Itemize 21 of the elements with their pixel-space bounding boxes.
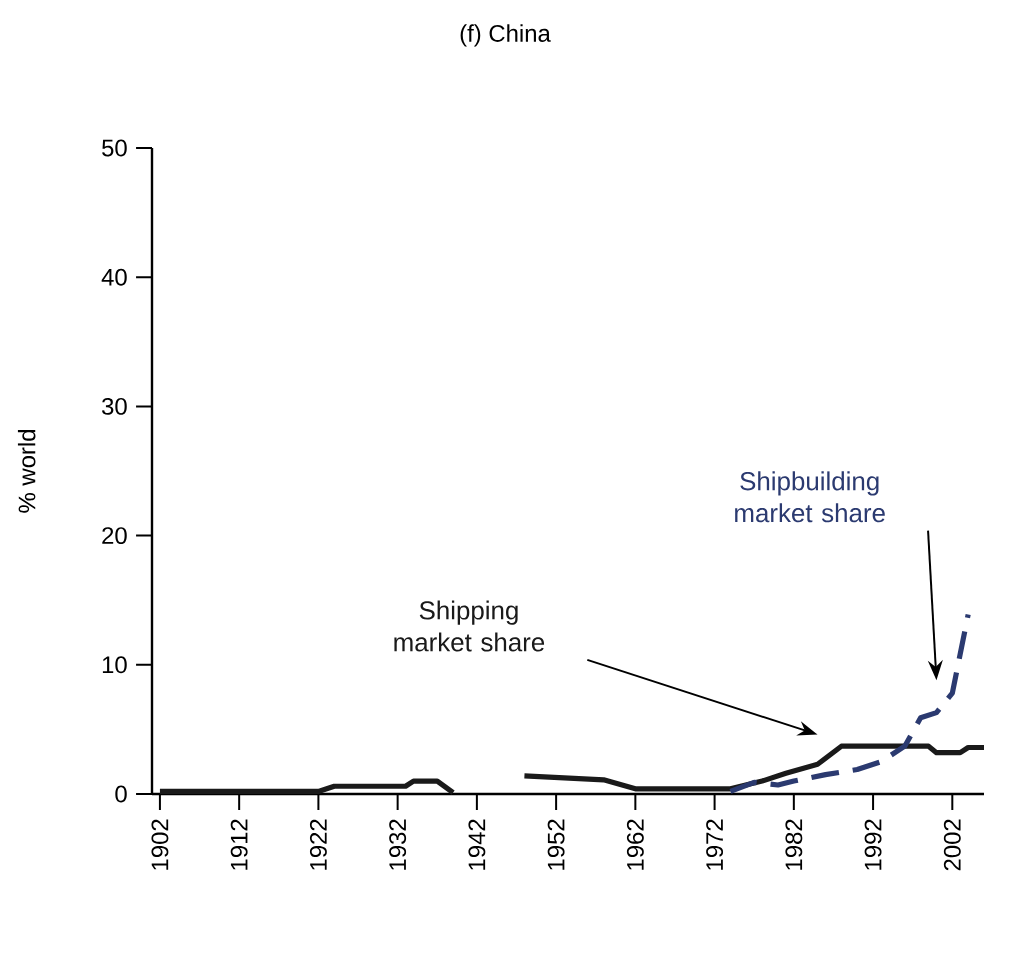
x-tick-label: 1982 xyxy=(785,819,803,870)
y-tick-label: 20 xyxy=(102,527,127,545)
x-tick-label: 1912 xyxy=(230,819,248,870)
x-tick-label: 1992 xyxy=(864,819,882,870)
text: Shipping market share xyxy=(394,600,545,652)
x-tick-label: 1952 xyxy=(547,819,565,870)
chart-title: (f) China xyxy=(460,24,551,47)
x-tick-label: 1932 xyxy=(389,819,407,870)
x-tick-label: 1972 xyxy=(706,819,724,870)
text: Shipbuilding market share xyxy=(735,471,885,523)
x-tick-label: 2002 xyxy=(943,819,961,871)
y-tick-label: 50 xyxy=(102,139,127,157)
x-tick-label: 1962 xyxy=(626,819,644,870)
y-tick-label: 30 xyxy=(102,397,127,415)
y-tick-label: 0 xyxy=(115,785,127,803)
y-axis-title: % world xyxy=(17,430,36,513)
x-tick-label: 1942 xyxy=(468,819,486,870)
x-tick-label: 1922 xyxy=(309,819,327,870)
y-tick-label: 10 xyxy=(102,656,127,674)
x-tick-label: 1902 xyxy=(151,819,169,870)
y-tick-label: 40 xyxy=(101,268,127,286)
